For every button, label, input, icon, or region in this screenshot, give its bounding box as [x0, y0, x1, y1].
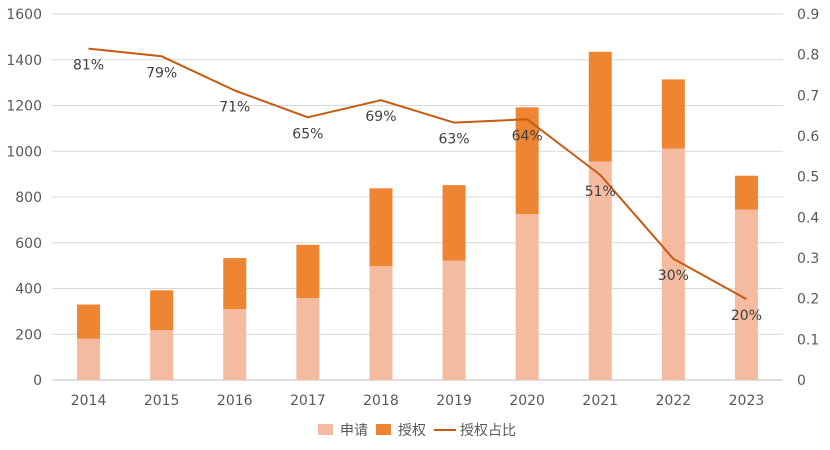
x-axis-ticks: 2014 2015 2016 2017 2018 2019 2020 2021 2022 2023 [71, 393, 765, 409]
bar-apply [588, 161, 612, 380]
x-tick-label: 2020 [509, 393, 545, 409]
right-tick-label: 0.8 [797, 48, 819, 64]
right-tick-label: 0.5 [797, 170, 819, 186]
left-tick-label: 1600 [6, 7, 42, 23]
legend: 申请 授权 授权占比 [318, 423, 516, 439]
bar-apply [442, 260, 466, 380]
bar-apply [223, 309, 247, 380]
bar-grant [150, 290, 174, 331]
bar-grant [734, 175, 758, 210]
left-tick-label: 600 [15, 236, 42, 252]
right-tick-label: 0.4 [797, 210, 819, 226]
ratio-point-label: 71% [219, 99, 250, 115]
ratio-point-label: 64% [512, 128, 543, 144]
right-tick-label: 0.2 [797, 292, 819, 308]
x-tick-label: 2019 [436, 393, 472, 409]
bar-apply [296, 298, 320, 380]
line-series [88, 47, 747, 300]
ratio-point-label: 81% [73, 58, 104, 74]
bar-grant [442, 185, 466, 261]
bar-grant [296, 244, 320, 299]
point-labels: 81% 79% 71% 65% 69% 63% 64% 51% 30% 20% [73, 58, 762, 325]
ratio-point-label: 79% [146, 65, 177, 81]
bar-grant [661, 79, 685, 149]
ratio-point-label: 20% [731, 308, 762, 324]
right-tick-label: 0.7 [797, 88, 819, 104]
bar-grant [369, 188, 393, 267]
left-axis-ticks: 0 200 400 600 800 1000 1200 1400 1600 [6, 7, 42, 389]
x-tick-label: 2016 [217, 393, 253, 409]
bar-apply [77, 338, 101, 380]
left-tick-label: 0 [33, 373, 42, 389]
ratio-point-label: 69% [365, 109, 396, 125]
bar-apply [369, 266, 393, 380]
bar-apply [734, 209, 758, 380]
right-tick-label: 0.3 [797, 251, 819, 267]
left-tick-label: 1000 [6, 144, 42, 160]
bar-grant [77, 304, 101, 339]
legend-swatch-apply [318, 424, 333, 435]
legend-label-grant-ratio: 授权占比 [460, 423, 516, 439]
right-tick-label: 0 [797, 373, 806, 389]
legend-swatch-grant [376, 424, 391, 435]
ratio-point-label: 51% [585, 184, 616, 200]
right-tick-label: 0.9 [797, 7, 819, 23]
x-tick-label: 2018 [363, 393, 399, 409]
x-tick-label: 2014 [71, 393, 107, 409]
bar-grant [588, 51, 612, 162]
left-tick-label: 400 [15, 282, 42, 298]
x-tick-label: 2023 [729, 393, 765, 409]
x-tick-label: 2017 [290, 393, 326, 409]
bar-apply [661, 148, 685, 380]
gridlines [52, 13, 783, 381]
bar-grant [223, 258, 247, 310]
left-tick-label: 200 [15, 327, 42, 343]
grant-ratio-line [88, 47, 747, 300]
bar-series [77, 51, 758, 380]
bar-apply [150, 330, 174, 380]
legend-label-grant: 授权 [398, 423, 426, 439]
right-axis-ticks: 0 0.1 0.2 0.3 0.4 0.5 0.6 0.7 0.8 0.9 [797, 7, 819, 389]
bar-grant [515, 107, 539, 215]
ratio-point-label: 63% [438, 132, 469, 148]
ratio-point-label: 65% [292, 126, 323, 142]
legend-label-apply: 申请 [340, 423, 368, 439]
right-tick-label: 0.6 [797, 129, 819, 145]
bar-apply [515, 214, 539, 380]
x-tick-label: 2022 [656, 393, 692, 409]
ratio-point-label: 30% [658, 268, 689, 284]
left-tick-label: 800 [15, 190, 42, 206]
x-tick-label: 2015 [144, 393, 180, 409]
left-tick-label: 1400 [6, 53, 42, 69]
right-tick-label: 0.1 [797, 332, 819, 348]
x-tick-label: 2021 [582, 393, 618, 409]
left-tick-label: 1200 [6, 99, 42, 115]
